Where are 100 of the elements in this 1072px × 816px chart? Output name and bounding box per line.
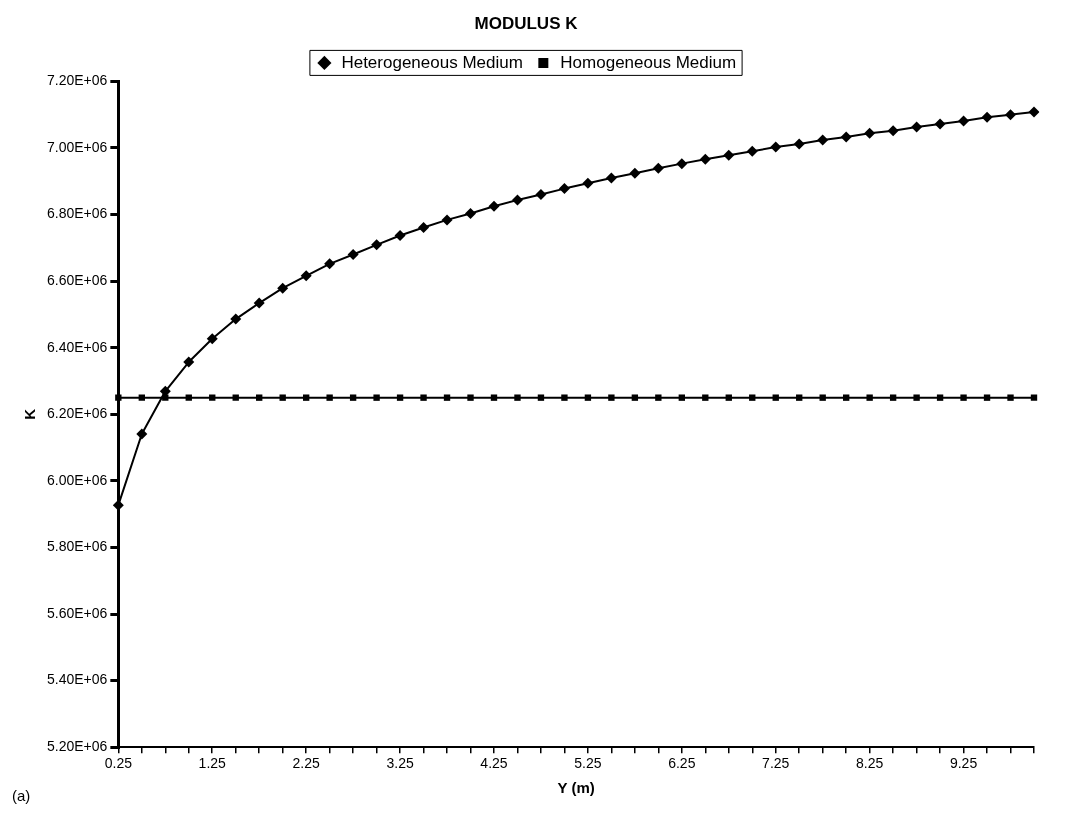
point [725,394,732,401]
point [770,141,782,153]
point [1007,394,1014,401]
point [629,167,641,179]
point [1005,109,1017,121]
point [420,394,427,401]
x-tick-label: 9.25 [949,755,978,772]
point [842,394,850,401]
point [936,394,944,401]
point [373,394,380,401]
point [772,394,779,401]
y-tick-label: 5.80E+06 [46,538,108,555]
point [817,134,829,146]
y-tick-label: 6.20E+06 [46,405,108,422]
point [934,118,946,130]
x-tick-label: 4.25 [480,755,508,772]
x-tick-label: 6.25 [668,755,696,772]
point [232,394,239,401]
point [371,239,383,251]
x-tick-label: 1.25 [198,755,227,772]
point [537,394,545,401]
point [209,394,216,401]
point [535,189,547,201]
point [911,121,923,133]
point [958,115,970,127]
x-tick-label: 5.25 [574,755,602,772]
y-tick-label: 7.20E+06 [46,72,108,89]
point [465,208,477,220]
point [983,394,991,401]
point [490,394,498,401]
point [326,394,333,401]
point [256,394,263,401]
point [349,394,357,401]
point [514,394,521,401]
y-tick-label: 6.60E+06 [46,272,108,288]
point [230,313,242,325]
chart-title: MODULUS K [474,13,579,33]
y-tick-label: 6.40E+06 [46,338,108,355]
y-tick-label: 5.20E+06 [46,738,108,755]
point [913,394,920,401]
point [253,297,265,309]
y-tick-label: 6.80E+06 [46,205,108,222]
point [115,394,122,401]
point [889,394,897,401]
point [394,230,406,242]
point [279,394,286,401]
point [138,394,145,401]
point [840,131,852,143]
point [488,200,500,212]
point [655,394,662,401]
legend-label: Homogeneous Medium [560,52,737,72]
text: (a) [12,786,31,804]
x-tick-label: 8.25 [856,755,884,772]
x-tick-label: 7.25 [762,755,790,772]
point [960,394,967,401]
point [561,394,568,401]
point [300,270,312,282]
point [558,183,570,195]
point [605,172,617,184]
point [652,162,664,174]
point [981,111,993,123]
y-tick-label: 5.40E+06 [46,671,108,688]
point [302,394,310,401]
point [723,149,735,161]
x-tick-label: 2.25 [292,755,320,772]
y-tick-label: 5.60E+06 [46,604,108,621]
point [796,394,803,401]
point [793,138,805,150]
x-tick-label: 3.25 [386,755,414,772]
point [631,394,639,401]
point [699,153,711,165]
point [277,282,289,294]
point [749,394,756,401]
point [584,394,592,401]
point [136,428,148,440]
point [676,158,688,170]
point [467,394,474,401]
point [206,333,218,345]
point [511,194,523,206]
point [324,258,336,270]
point [887,125,899,137]
point [746,145,758,157]
point [1030,394,1038,401]
point [347,249,359,261]
point [443,394,451,401]
x-tick-label: 0.25 [104,755,133,772]
x-axis-title: Y (m) [557,779,595,797]
point [396,394,404,401]
y-axis-title: K [21,408,39,420]
point [441,214,453,226]
y-tick-label: 6.00E+06 [46,471,108,488]
point [582,177,594,189]
point [183,356,195,368]
point [1028,106,1040,118]
point [678,394,685,401]
y-tick-label: 7.00E+06 [46,138,108,155]
point [702,394,709,401]
point [866,394,873,401]
point [185,394,192,401]
point [418,222,430,234]
